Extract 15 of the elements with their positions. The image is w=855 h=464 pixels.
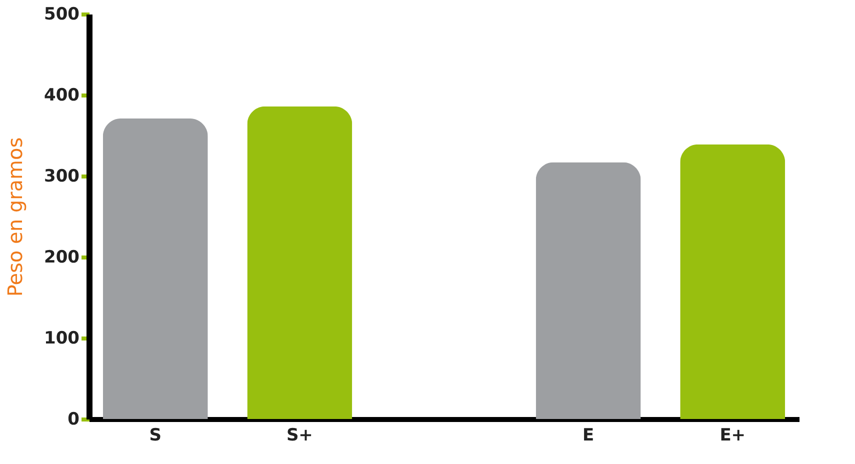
y-tick-label: 500 (44, 4, 80, 24)
y-tick-label: 400 (44, 86, 80, 106)
bar (102, 118, 208, 419)
x-tick-label: S (149, 426, 162, 446)
bar (536, 162, 641, 419)
y-axis-title: Peso en gramos (3, 137, 28, 297)
bar (680, 144, 786, 419)
y-tick-label: 100 (44, 328, 80, 348)
y-tick-label: 0 (68, 410, 80, 430)
y-tick-label: 200 (44, 248, 80, 268)
x-tick-label: E (582, 426, 594, 446)
x-tick-label: S+ (286, 426, 313, 446)
bar (247, 106, 352, 419)
y-tick-label: 300 (44, 166, 80, 186)
x-tick-label: E+ (720, 426, 746, 446)
